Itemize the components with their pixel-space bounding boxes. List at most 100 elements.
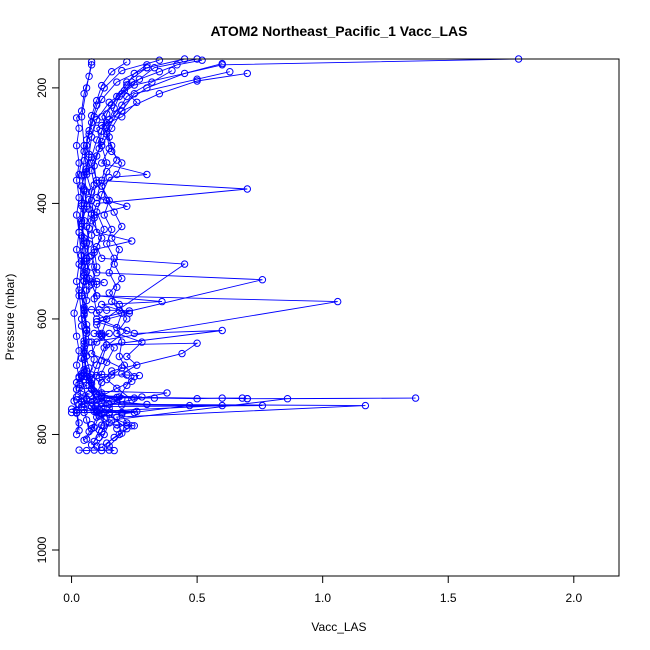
data-point: [193, 339, 201, 347]
data-point: [105, 133, 113, 141]
data-point: [80, 187, 88, 195]
series-line-16: [81, 373, 140, 377]
data-point: [128, 237, 136, 245]
data-point: [87, 278, 96, 286]
data-point: [118, 107, 126, 115]
data-point: [72, 277, 81, 286]
data-point: [98, 137, 106, 146]
data-point: [105, 329, 113, 338]
data-point: [110, 208, 118, 216]
data-point: [108, 371, 116, 379]
y-tick-label: 400: [35, 193, 49, 213]
data-point: [110, 446, 118, 455]
data-point: [87, 231, 96, 239]
data-point: [75, 193, 83, 202]
data-point: [85, 282, 93, 290]
data-point: [115, 352, 124, 361]
series-18: [87, 421, 139, 430]
data-point: [118, 222, 126, 231]
data-point: [135, 75, 144, 83]
series-line-11: [81, 61, 168, 432]
data-point: [123, 421, 131, 429]
data-point: [138, 393, 146, 401]
data-point: [128, 396, 136, 404]
data-point: [108, 416, 116, 424]
data-point: [82, 239, 91, 247]
data-point: [150, 394, 159, 402]
data-point: [72, 176, 81, 185]
data-point: [130, 69, 139, 78]
data-point: [82, 257, 91, 265]
data-point: [103, 167, 111, 176]
data-point: [130, 329, 139, 338]
data-point: [98, 121, 106, 130]
data-point: [77, 292, 86, 300]
data-point: [100, 211, 108, 219]
data-point: [72, 393, 81, 401]
x-tick-label: 0.5: [189, 591, 206, 605]
data-point: [90, 437, 98, 446]
data-point: [77, 172, 86, 180]
data-point: [218, 394, 226, 402]
data-point: [90, 329, 98, 338]
data-point: [85, 72, 93, 81]
data-point: [82, 325, 91, 333]
y-axis: 200 400 600 800 1000: [35, 78, 60, 563]
data-point: [243, 185, 252, 193]
data-point: [87, 399, 96, 407]
y-axis-label: Pressure (mbar): [3, 274, 17, 361]
data-point: [168, 66, 176, 75]
data-point: [87, 111, 96, 120]
data-point: [138, 338, 146, 346]
data-point: [118, 101, 126, 109]
data-point: [75, 347, 83, 355]
data-point: [72, 211, 81, 219]
data-point: [108, 101, 116, 109]
data-point: [72, 114, 81, 122]
data-point: [93, 371, 101, 380]
data-point: [90, 248, 98, 257]
series-line-10: [101, 64, 148, 430]
x-tick-label: 1.5: [440, 591, 457, 605]
data-point: [178, 349, 186, 358]
data-point: [85, 126, 93, 135]
data-point: [90, 181, 98, 189]
data-point: [90, 295, 98, 303]
data-point: [243, 395, 252, 403]
data-point: [80, 247, 88, 255]
data-point: [105, 289, 113, 297]
data-point: [180, 69, 189, 78]
data-point: [103, 306, 111, 314]
data-point: [103, 123, 111, 131]
data-point: [103, 439, 111, 447]
data-point: [77, 232, 86, 240]
data-point: [218, 59, 226, 68]
data-point: [108, 297, 116, 306]
data-point: [72, 245, 81, 254]
data-point: [118, 66, 126, 75]
data-point: [128, 377, 136, 385]
data-point: [82, 395, 91, 403]
data-point: [98, 403, 106, 411]
series-line-13: [98, 58, 198, 413]
data-point: [113, 384, 121, 392]
data-point: [108, 68, 116, 76]
data-point: [108, 367, 116, 375]
data-point: [77, 262, 86, 270]
series-11: [77, 58, 171, 436]
data-point: [72, 430, 81, 439]
data-point: [82, 416, 91, 424]
data-point: [70, 309, 78, 317]
data-point: [77, 322, 86, 330]
data-point: [218, 326, 226, 335]
chart-title: ATOM2 Northeast_Pacific_1 Vacc_LAS: [210, 23, 467, 39]
data-point: [105, 269, 113, 277]
data-point: [143, 170, 151, 179]
data-point: [110, 260, 118, 268]
data-point: [105, 408, 113, 417]
data-point: [123, 352, 131, 361]
data-point: [118, 370, 126, 378]
data-point: [123, 315, 131, 323]
data-point: [411, 394, 420, 402]
